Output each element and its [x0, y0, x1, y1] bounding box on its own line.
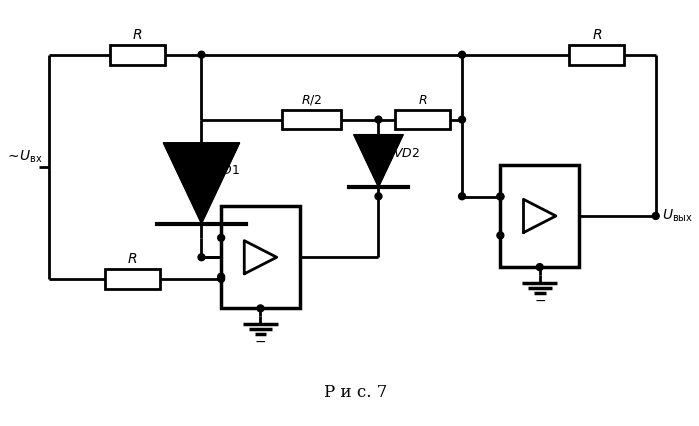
Circle shape: [497, 193, 504, 200]
Text: $R$: $R$: [127, 252, 138, 266]
Circle shape: [375, 116, 382, 123]
Bar: [569, 45, 624, 64]
Polygon shape: [354, 135, 403, 187]
Circle shape: [536, 264, 543, 271]
Text: $-$: $-$: [226, 279, 240, 298]
Bar: [395, 110, 450, 130]
Circle shape: [497, 193, 504, 200]
Text: $\sim\!U_{\rm вх}$: $\sim\!U_{\rm вх}$: [5, 149, 43, 165]
Circle shape: [459, 116, 466, 123]
Circle shape: [217, 273, 224, 280]
Text: Р и с. 7: Р и с. 7: [324, 384, 387, 401]
Text: $-$: $-$: [560, 195, 574, 213]
Circle shape: [198, 254, 205, 261]
Circle shape: [217, 234, 224, 241]
Text: +: +: [505, 178, 518, 193]
Bar: [500, 165, 579, 267]
Text: $-$: $-$: [505, 238, 519, 256]
Bar: [110, 45, 165, 64]
Circle shape: [198, 51, 205, 58]
Bar: [282, 110, 341, 130]
Circle shape: [459, 51, 466, 58]
Bar: [105, 269, 160, 289]
Circle shape: [217, 276, 224, 282]
Text: $R$: $R$: [591, 28, 602, 42]
Bar: [221, 206, 300, 308]
Text: $R$: $R$: [418, 94, 428, 107]
Circle shape: [375, 193, 382, 200]
Text: +: +: [226, 219, 239, 234]
Text: $U_{\rm вых}$: $U_{\rm вых}$: [662, 208, 693, 224]
Circle shape: [257, 305, 264, 312]
Circle shape: [652, 213, 659, 219]
Circle shape: [459, 193, 466, 200]
Text: $-$: $-$: [533, 293, 546, 307]
Circle shape: [497, 232, 504, 239]
Text: $R$: $R$: [132, 28, 143, 42]
Polygon shape: [164, 143, 240, 224]
Text: $-$: $-$: [254, 334, 266, 348]
Text: $VD2$: $VD2$: [394, 147, 420, 159]
Text: $R/2$: $R/2$: [301, 93, 322, 107]
Text: $VD1$: $VD1$: [213, 164, 240, 177]
